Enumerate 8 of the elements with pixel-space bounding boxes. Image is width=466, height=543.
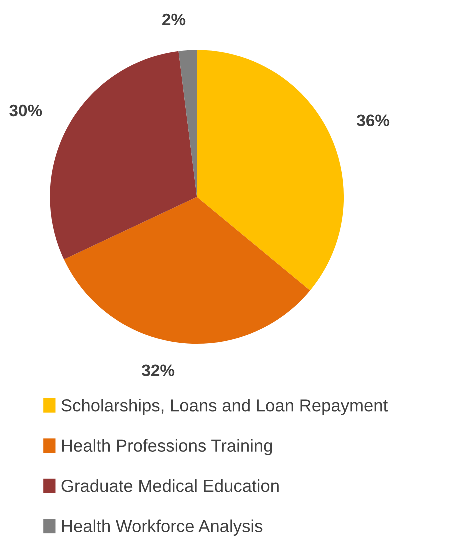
data-label: 32% [142, 364, 175, 377]
legend-label: Health Workforce Analysis [62, 520, 263, 536]
legend-label: Scholarships, Loans and Loan Repayment [62, 399, 388, 416]
data-label: 36% [357, 114, 390, 127]
legend-label: Graduate Medical Education [62, 480, 279, 492]
data-label: 30% [10, 104, 42, 117]
data-label: 2% [162, 14, 186, 26]
legend-label: Health Professions Training [62, 439, 272, 456]
